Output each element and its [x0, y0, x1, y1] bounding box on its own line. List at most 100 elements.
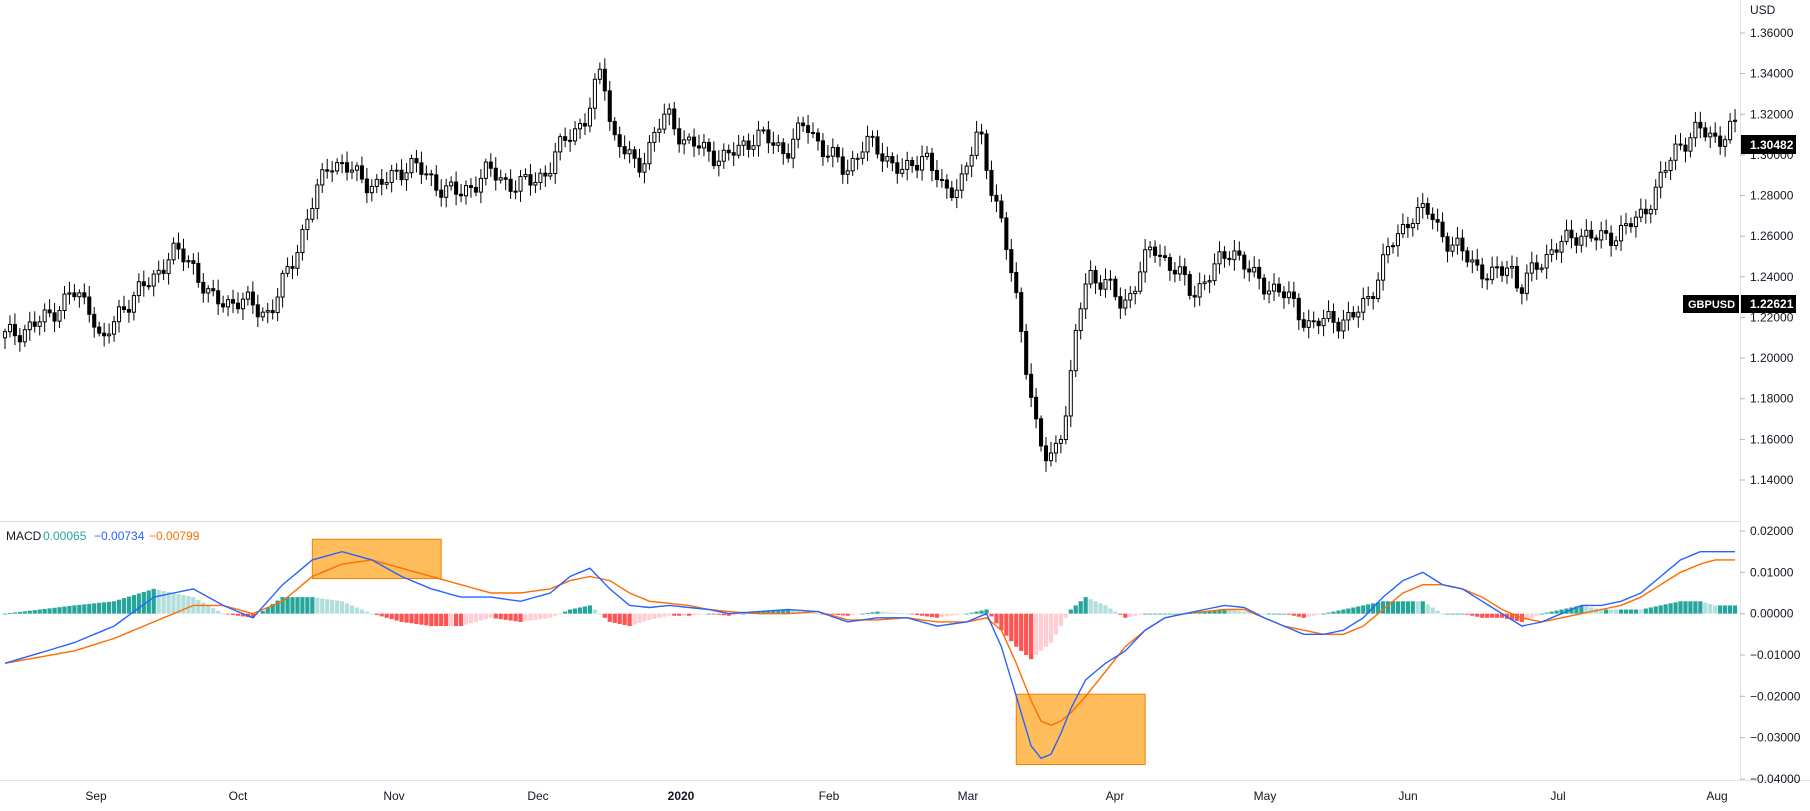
macd-histogram-bar [726, 613, 731, 616]
time-tick-label: Jul [1550, 789, 1565, 803]
macd-histogram-bar [1420, 601, 1425, 614]
candle-body [310, 207, 315, 220]
macd-histogram-bar [1385, 601, 1391, 614]
candle-body [47, 309, 52, 314]
macd-histogram-bar [1544, 612, 1549, 614]
macd-histogram-bar [1266, 613, 1272, 615]
candle-body [1618, 224, 1624, 242]
candle-body [731, 152, 736, 156]
candle-body [553, 151, 558, 174]
candle-body [166, 259, 171, 274]
candle-body [201, 281, 206, 294]
candle-body [1495, 266, 1500, 269]
macd-histogram-bar [1559, 609, 1564, 614]
candle-body [12, 324, 17, 337]
macd-histogram-bar [1485, 613, 1490, 618]
macd-histogram-bar [1033, 613, 1039, 655]
macd-histogram-bar [686, 613, 692, 616]
macd-histogram-bar [850, 613, 855, 616]
macd-histogram-bar [1435, 610, 1440, 614]
candle-body [384, 181, 389, 185]
candle-body [335, 162, 340, 172]
macd-histogram-bar [1296, 613, 1301, 617]
macd-histogram-bar [369, 613, 374, 615]
candle-body [692, 136, 697, 147]
candle-body [786, 153, 791, 159]
candle-body [1673, 143, 1678, 161]
candle-body [1485, 278, 1490, 281]
candle-body [1063, 415, 1068, 440]
macd-histogram-bar [543, 613, 548, 619]
macd-histogram-bar [949, 613, 954, 616]
price-tick-label: 1.34000 [1750, 67, 1794, 81]
price-tick-label: 1.36000 [1750, 26, 1794, 40]
macd-histogram-bar [984, 609, 989, 614]
candle-body [1554, 249, 1559, 253]
candle-body [563, 136, 568, 141]
candle-body [1331, 310, 1336, 323]
candle-body [216, 290, 221, 305]
macd-tick-label: 0.01000 [1750, 565, 1794, 579]
candle-body [97, 326, 102, 334]
macd-histogram-bar [761, 611, 766, 614]
macd-histogram-bar [582, 606, 588, 614]
candle-body [1509, 265, 1515, 269]
candle-body [900, 168, 905, 174]
macd-histogram-bar [944, 613, 949, 617]
macd-histogram-bar [964, 613, 969, 615]
macd-histogram-bar [116, 599, 122, 614]
macd-histogram-bar [637, 613, 642, 623]
macd-histogram-bar [424, 613, 429, 626]
macd-histogram-bar [414, 613, 419, 624]
macd-histogram-bar [1549, 611, 1554, 614]
macd-histogram-bar [399, 613, 404, 622]
candle-body [454, 181, 459, 195]
candle-body [439, 189, 444, 198]
candle-body [1267, 290, 1272, 295]
candle-body [1386, 246, 1391, 256]
macd-histogram-bar [1465, 613, 1470, 615]
macd-histogram-bar [1405, 601, 1410, 614]
macd-histogram-bar [1499, 613, 1505, 618]
macd-histogram-bar [181, 595, 186, 614]
macd-histogram-bar [37, 609, 42, 614]
candle-body [1187, 274, 1192, 296]
svg-text:1.22621: 1.22621 [1750, 297, 1794, 311]
macd-histogram-bar [969, 612, 974, 614]
macd-histogram-bar [1539, 613, 1544, 615]
macd-histogram-bar [701, 613, 707, 615]
candle-body [1723, 139, 1728, 147]
candle-body [1633, 216, 1638, 228]
candle-body [1381, 254, 1386, 281]
candle-body [1559, 240, 1564, 253]
macd-histogram-bar [791, 610, 796, 614]
candle-body [1177, 266, 1182, 275]
candle-body [1648, 208, 1653, 215]
candle-body [488, 161, 493, 169]
macd-histogram-bar [339, 601, 345, 614]
macd-histogram-bar [141, 591, 146, 614]
candle-body [746, 140, 751, 150]
candle-body [260, 311, 265, 318]
candle-body [280, 272, 285, 298]
candle-body [1400, 223, 1405, 235]
macd-histogram-bar [870, 612, 875, 614]
macd-histogram [2, 588, 1738, 660]
candle-body [364, 178, 369, 194]
macd-histogram-bar [1529, 613, 1534, 618]
macd-histogram-bar [1653, 606, 1658, 614]
macd-histogram-bar [577, 607, 583, 614]
macd-histogram-bar [1043, 613, 1049, 647]
candle-body [920, 156, 925, 171]
macd-histogram-bar [523, 613, 528, 622]
macd-histogram-bar [1534, 613, 1539, 616]
candle-body [582, 123, 588, 127]
candle-body [1098, 282, 1103, 290]
macd-histogram-bar [587, 605, 593, 614]
candle-body [682, 139, 687, 145]
macd-axis-ticks: 0.02000 0.01000 0.00000 −0.01000 −0.02000 −0.… [1740, 524, 1801, 786]
macd-histogram-bar [885, 612, 890, 614]
macd-histogram-bar [211, 608, 216, 614]
macd-histogram-bar [865, 612, 870, 614]
macd-histogram-bar [171, 593, 176, 614]
